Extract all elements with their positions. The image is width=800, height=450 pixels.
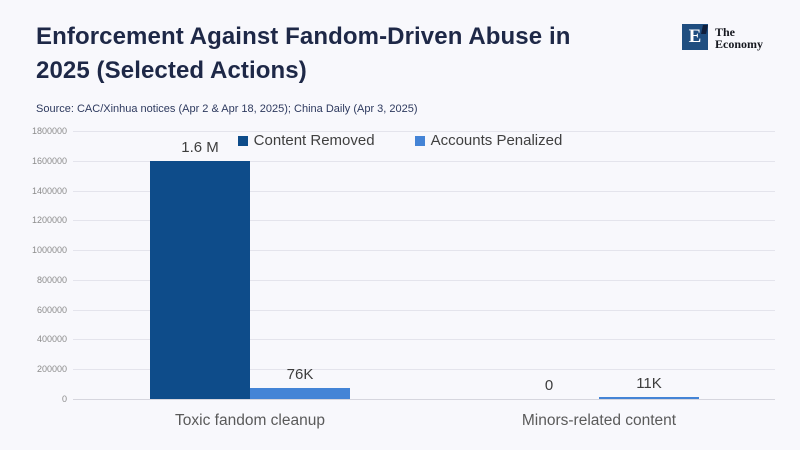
gridline [73, 220, 775, 222]
legend-swatch-icon [237, 135, 248, 146]
page-title: Enforcement Against Fandom-Driven Abuse … [36, 20, 571, 88]
logo-mark: E [682, 24, 708, 50]
logo-notch-icon [701, 25, 708, 34]
gridline [73, 309, 775, 311]
bar-value-label: 76K [286, 366, 314, 383]
y-tick-label: 400000 [36, 334, 67, 345]
bar-accounts-penalized [250, 388, 350, 399]
logo: E The Economy [682, 24, 763, 50]
legend: Content Removed Accounts Penalized [0, 132, 800, 149]
y-tick-label: 1800000 [31, 126, 67, 136]
bar-value-label: 0 [544, 377, 554, 394]
y-tick-label: 1600000 [31, 155, 67, 166]
source-note: Source: CAC/Xinhua notices (Apr 2 & Apr … [36, 103, 418, 115]
gridline [73, 369, 775, 371]
gridline [73, 250, 775, 252]
bar-accounts-penalized [599, 397, 699, 399]
legend-item: Content Removed [237, 132, 375, 149]
gridline [73, 339, 775, 341]
logo-letter: E [688, 26, 702, 47]
logo-wordmark-line2: Economy [715, 37, 763, 51]
gridline [73, 190, 775, 192]
y-tick-label: 1200000 [31, 215, 67, 226]
logo-wordmark-line1: The [715, 25, 736, 39]
y-tick-label: 1000000 [31, 245, 67, 256]
logo-wordmark: The Economy [715, 24, 763, 50]
legend-swatch-icon [414, 135, 425, 146]
gridline [73, 160, 775, 162]
gridline [73, 279, 775, 281]
y-tick-label: 800000 [36, 274, 67, 285]
y-tick-label: 1400000 [31, 185, 67, 196]
x-category-label: Toxic fandom cleanup [175, 412, 325, 429]
legend-label: Content Removed [253, 132, 375, 149]
bar-content-removed [150, 161, 250, 399]
bar-value-label: 11K [636, 375, 662, 392]
x-category-label: Minors-related content [521, 412, 677, 429]
plot-area: 1.6 M 76K 0 11K [73, 131, 775, 400]
page-title-line1: Enforcement Against Fandom-Driven Abuse … [36, 23, 571, 50]
bar-value-label: 1.6 M [181, 139, 219, 156]
legend-label: Accounts Penalized [430, 132, 563, 149]
legend-item: Accounts Penalized [414, 132, 563, 149]
y-tick-label: 200000 [36, 364, 67, 375]
gridline [73, 131, 775, 132]
y-tick-label: 600000 [36, 304, 67, 315]
y-tick-label: 0 [61, 394, 67, 404]
page-title-line2: 2025 (Selected Actions) [36, 57, 307, 84]
x-axis-line [73, 399, 775, 400]
